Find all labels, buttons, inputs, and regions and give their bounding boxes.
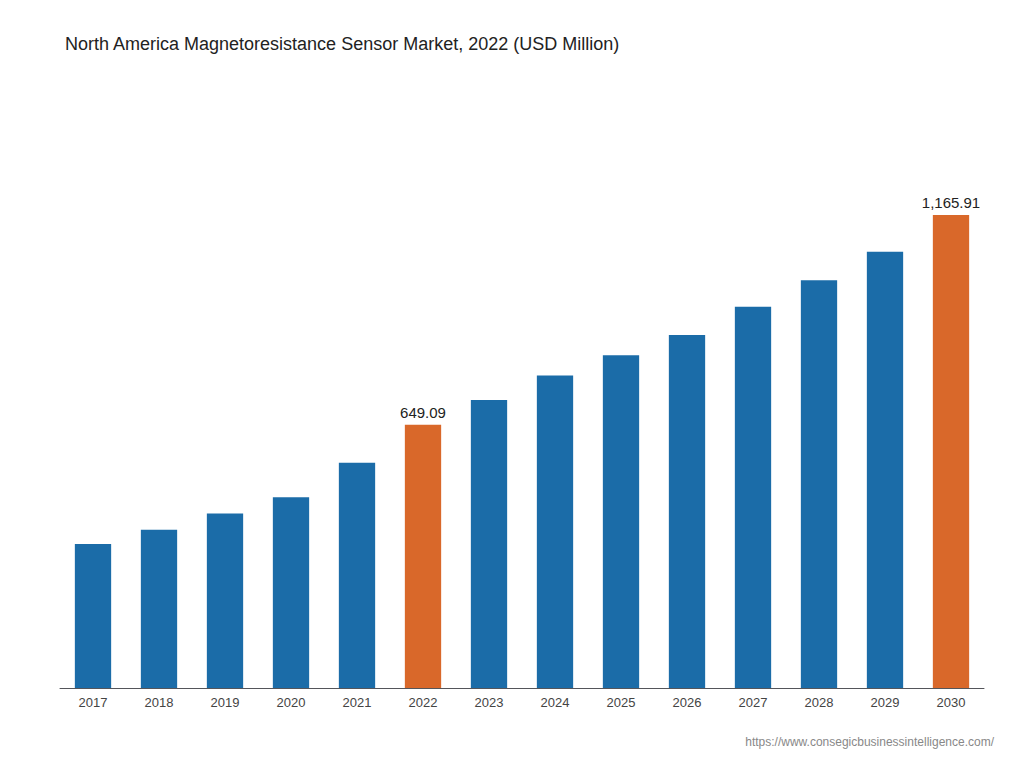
- svg-text:2017: 2017: [79, 695, 108, 710]
- svg-text:649.09: 649.09: [400, 404, 446, 421]
- svg-text:2020: 2020: [277, 695, 306, 710]
- svg-text:2026: 2026: [673, 695, 702, 710]
- svg-text:2022: 2022: [409, 695, 438, 710]
- svg-text:2021: 2021: [343, 695, 372, 710]
- svg-text:2030: 2030: [937, 695, 966, 710]
- svg-text:North America Magnetoresistanc: North America Magnetoresistance Sensor M…: [65, 34, 619, 54]
- svg-text:2024: 2024: [541, 695, 570, 710]
- svg-text:2029: 2029: [871, 695, 900, 710]
- svg-text:https://www.consegicbusinessin: https://www.consegicbusinessintelligence…: [745, 735, 994, 749]
- svg-text:2023: 2023: [475, 695, 504, 710]
- svg-text:2028: 2028: [805, 695, 834, 710]
- svg-text:2019: 2019: [211, 695, 240, 710]
- svg-text:2027: 2027: [739, 695, 768, 710]
- svg-text:2018: 2018: [145, 695, 174, 710]
- svg-text:1,165.91: 1,165.91: [922, 194, 980, 211]
- svg-text:2025: 2025: [607, 695, 636, 710]
